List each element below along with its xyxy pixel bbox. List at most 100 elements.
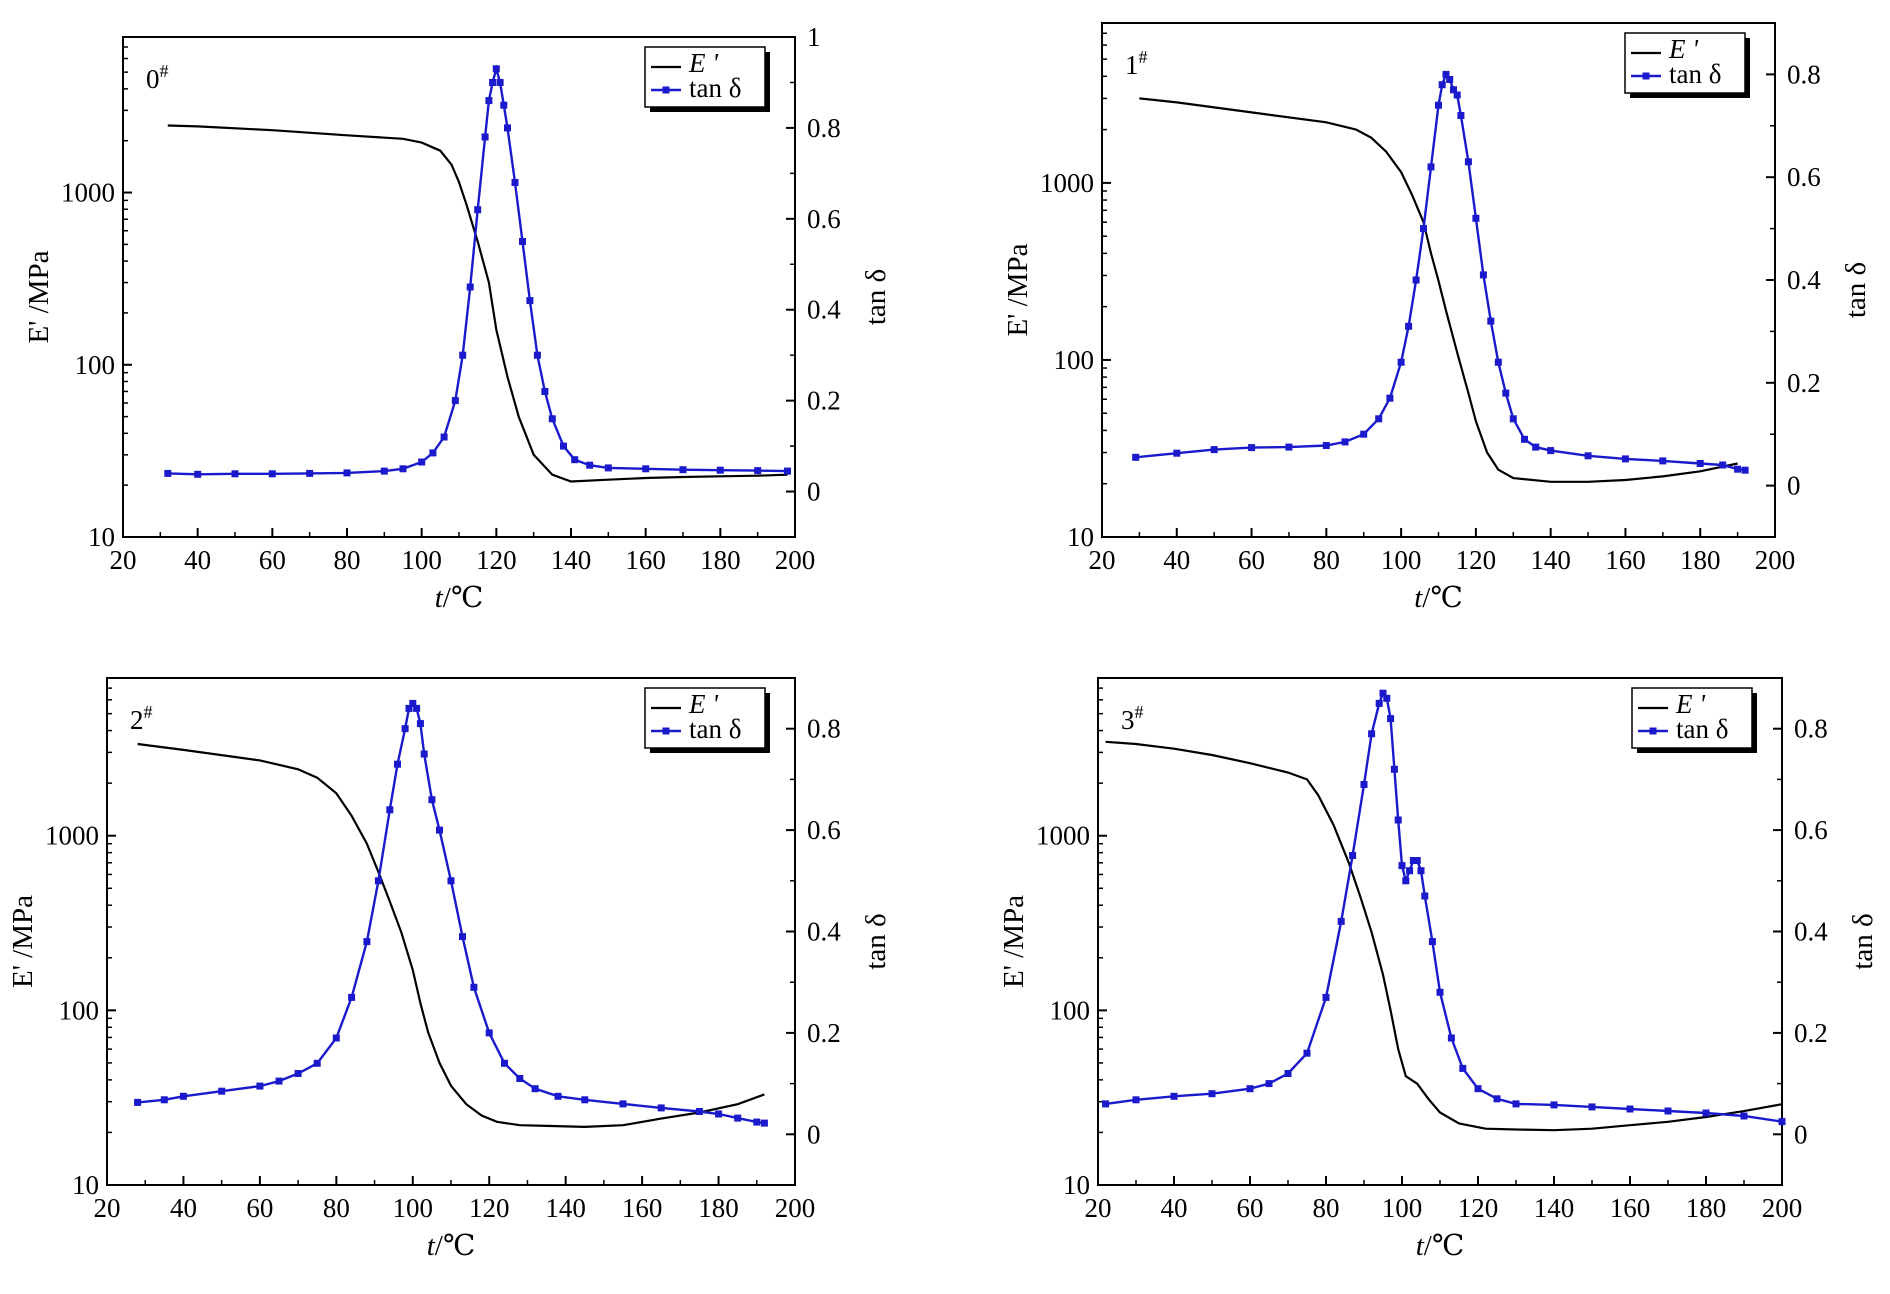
y-right-tick-label: 0.8 — [807, 714, 841, 744]
tan-delta-marker — [1402, 877, 1410, 885]
y-right-tick-label: 0.8 — [807, 113, 841, 143]
tan-delta-marker — [754, 467, 762, 475]
tan-delta-marker — [1438, 81, 1446, 89]
y-right-tick-label: 0 — [807, 1119, 821, 1149]
tan-delta-marker — [275, 1077, 283, 1085]
tan-delta-marker — [1472, 214, 1480, 222]
tan-delta-marker — [619, 1100, 627, 1108]
sample-superscript: # — [160, 61, 169, 81]
tan-delta-marker — [418, 458, 426, 466]
tan-delta-marker — [1442, 70, 1450, 78]
y-right-tick-label: 0.8 — [1794, 714, 1828, 744]
y-right-tick-label: 0 — [1794, 1119, 1808, 1149]
legend-label-tan-delta: tan δ — [1676, 714, 1728, 744]
tan-delta-marker — [451, 397, 459, 405]
y-left-tick-label: 1000 — [1036, 821, 1090, 851]
x-tick-label: 60 — [246, 1193, 273, 1223]
tan-delta-marker — [548, 415, 556, 423]
legend-label-storage-modulus: E ' — [688, 48, 719, 78]
tan-delta-marker — [489, 79, 497, 86]
tan-delta-marker — [760, 1119, 768, 1127]
tan-delta-marker — [1337, 917, 1345, 925]
y-right-tick-label: 0.4 — [1787, 265, 1821, 295]
series-line-tan-delta — [137, 701, 765, 1125]
tan-delta-marker — [164, 469, 172, 477]
tan-delta-marker — [1740, 1112, 1748, 1120]
tan-delta-marker — [194, 470, 202, 478]
tan-delta-marker — [571, 456, 579, 464]
tan-delta-marker — [440, 433, 448, 441]
x-axis-unit: /℃ — [435, 1230, 476, 1262]
tan-delta-marker — [1487, 317, 1495, 325]
tan-delta-marker — [784, 467, 791, 475]
tan-delta-marker — [470, 983, 478, 991]
tan-delta-marker — [657, 1104, 665, 1112]
y-right-tick-label: 0.8 — [1787, 59, 1821, 89]
tan-delta-marker — [1626, 1105, 1634, 1113]
chart-panel: 20 40 60 80 100 120 140 160 180 200 10 100 1000 0 0.2 0… — [1002, 22, 1872, 614]
x-tick-label: 80 — [1313, 545, 1340, 575]
legend-label-tan-delta: tan δ — [689, 714, 741, 744]
tan-delta-marker — [374, 877, 382, 885]
tan-delta-marker — [1509, 415, 1517, 423]
x-tick-label: 160 — [1610, 1193, 1651, 1223]
tan-delta-marker — [1778, 1118, 1786, 1126]
tan-delta-marker — [1387, 715, 1395, 723]
tan-delta-marker — [496, 79, 504, 86]
tan-delta-marker — [504, 124, 511, 132]
y-right-tick-label: 0 — [807, 477, 821, 507]
tan-delta-marker — [1413, 857, 1421, 864]
tan-delta-marker — [1479, 271, 1487, 279]
x-axis-title: t/℃ — [435, 582, 484, 614]
tan-delta-marker — [1390, 765, 1398, 773]
tan-delta-marker — [1547, 447, 1555, 455]
sample-superscript: # — [1135, 702, 1144, 722]
x-tick-label: 40 — [1161, 1193, 1188, 1223]
y-right-axis-title: tan δ — [860, 269, 892, 325]
x-tick-label: 160 — [622, 1193, 663, 1223]
tan-delta-marker — [1584, 452, 1592, 460]
y-right-axis-title: tan δ — [1847, 913, 1879, 969]
tan-delta-marker — [516, 1075, 524, 1082]
x-axis-title: t/℃ — [1414, 582, 1463, 614]
sample-number: 1 — [1125, 50, 1139, 80]
x-tick-label: 20 — [1089, 545, 1116, 575]
y-right-tick-label: 0.4 — [807, 295, 841, 325]
tan-delta-marker — [1405, 322, 1413, 330]
x-tick-label: 100 — [1382, 1193, 1423, 1223]
tan-delta-marker — [428, 796, 436, 804]
x-tick-label: 60 — [1238, 545, 1265, 575]
x-tick-label: 180 — [1680, 545, 1721, 575]
tan-delta-marker — [1368, 730, 1376, 738]
chart-panel: 20 40 60 80 100 120 140 160 180 200 10 100 1000 0 0.2 0… — [998, 677, 1879, 1262]
tan-delta-marker — [313, 1059, 321, 1067]
x-tick-label: 60 — [259, 545, 286, 575]
x-tick-label: 140 — [1530, 545, 1571, 575]
tan-delta-marker — [715, 1110, 723, 1118]
x-tick-label: 200 — [1762, 1193, 1803, 1223]
tan-delta-marker — [1621, 455, 1629, 463]
tan-delta-marker — [1420, 225, 1427, 233]
x-tick-label: 200 — [775, 1193, 816, 1223]
series-line-tan-delta — [1135, 71, 1746, 472]
y-right-axis-title: tan δ — [1840, 262, 1872, 318]
tan-delta-marker — [1412, 276, 1420, 284]
x-tick-label: 60 — [1237, 1193, 1264, 1223]
x-axis-title: t/℃ — [427, 1230, 476, 1262]
tan-delta-marker — [1284, 1070, 1292, 1077]
tan-delta-marker — [734, 1114, 742, 1122]
legend-box — [644, 46, 766, 108]
tan-delta-marker — [716, 466, 724, 474]
tan-delta-marker — [1132, 1096, 1140, 1104]
tan-delta-marker — [405, 704, 413, 712]
chart-panel: 20 40 60 80 100 120 140 160 180 200 10 100 1000 0 0.2 0… — [7, 677, 892, 1262]
x-tick-label: 120 — [476, 545, 517, 575]
tan-delta-marker — [1664, 1107, 1672, 1115]
tan-delta-marker — [1428, 938, 1436, 946]
y-left-axis-title: E' /MPa — [998, 895, 1030, 988]
y-left-tick-label: 100 — [59, 995, 100, 1025]
legend-marker-tan-delta — [662, 86, 670, 94]
y-right-tick-label: 0.4 — [1794, 917, 1828, 947]
x-axis-unit: /℃ — [1422, 582, 1463, 614]
